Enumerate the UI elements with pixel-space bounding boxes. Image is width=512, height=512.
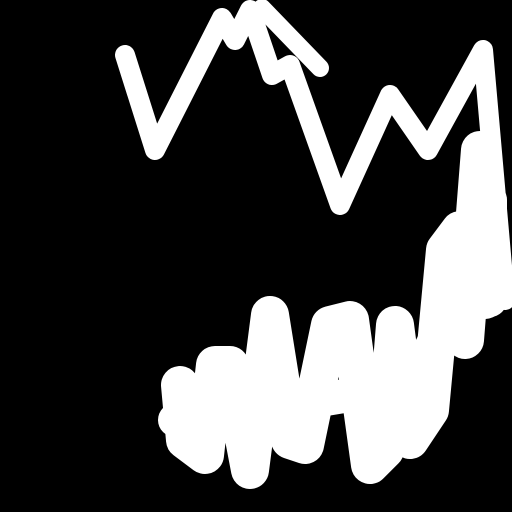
lower-scribble bbox=[161, 131, 504, 489]
lower-fill bbox=[158, 183, 507, 447]
upper-zigzag bbox=[115, 0, 512, 310]
short-stroke bbox=[253, 0, 329, 77]
